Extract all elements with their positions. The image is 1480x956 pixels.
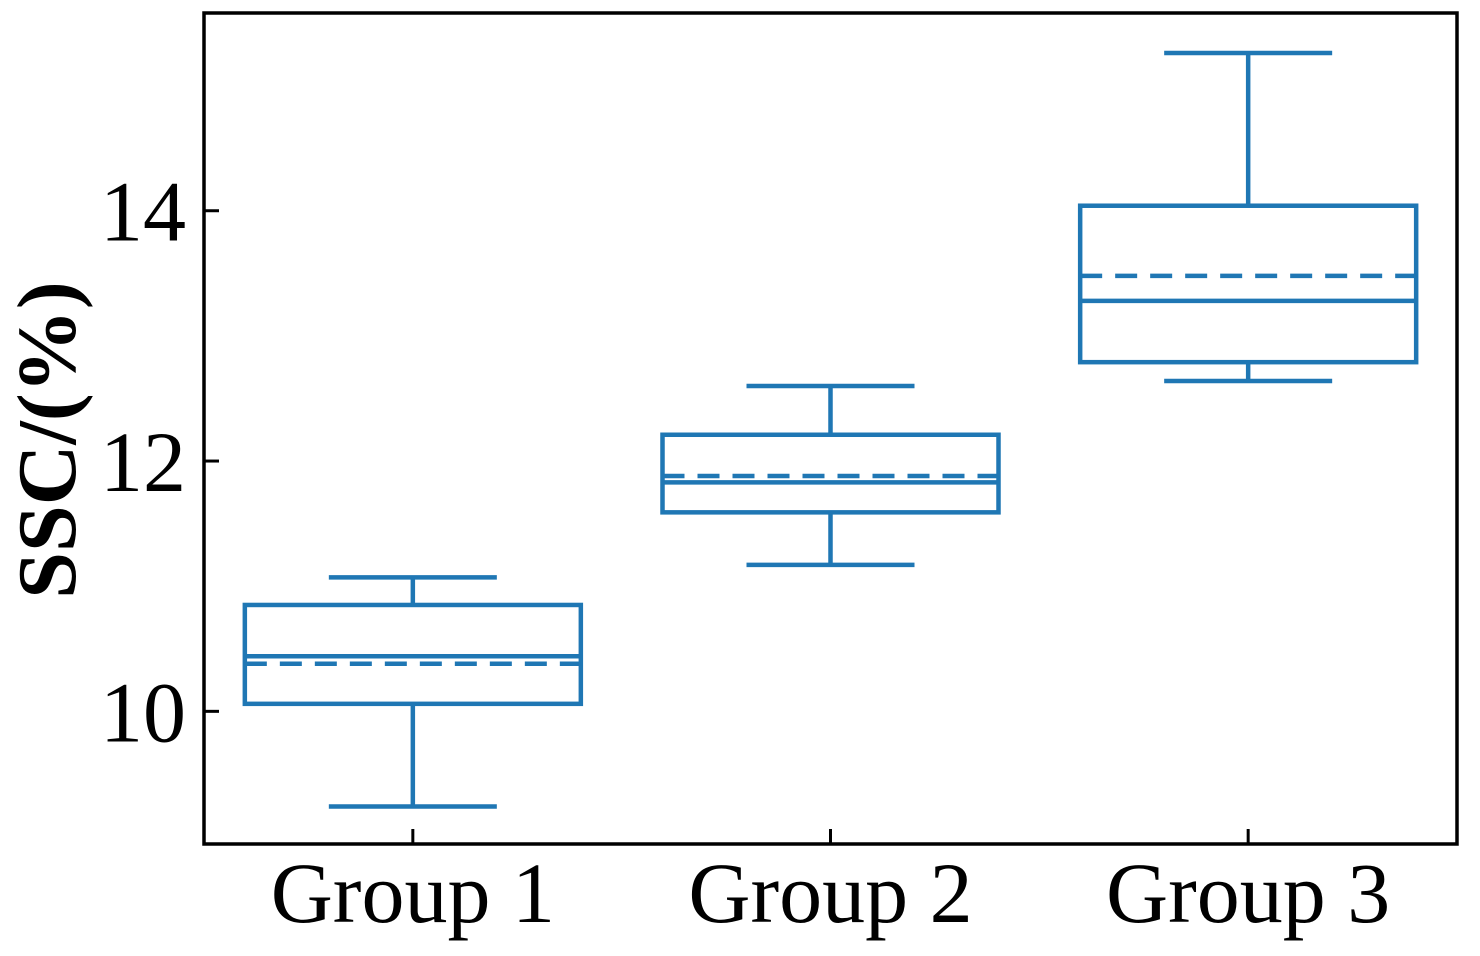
x-tick-label: Group 3 xyxy=(1106,845,1390,941)
y-tick-label: 12 xyxy=(100,414,186,510)
box-3 xyxy=(1077,203,1419,365)
x-tick-label: Group 1 xyxy=(271,845,555,941)
y-tick-label: 10 xyxy=(100,664,186,760)
y-axis-label: SSC/(%) xyxy=(1,281,94,599)
box-2 xyxy=(660,432,1001,515)
x-tick-label: Group 2 xyxy=(688,845,972,941)
plot-border xyxy=(202,11,1459,846)
y-tick-label: 14 xyxy=(100,164,186,260)
